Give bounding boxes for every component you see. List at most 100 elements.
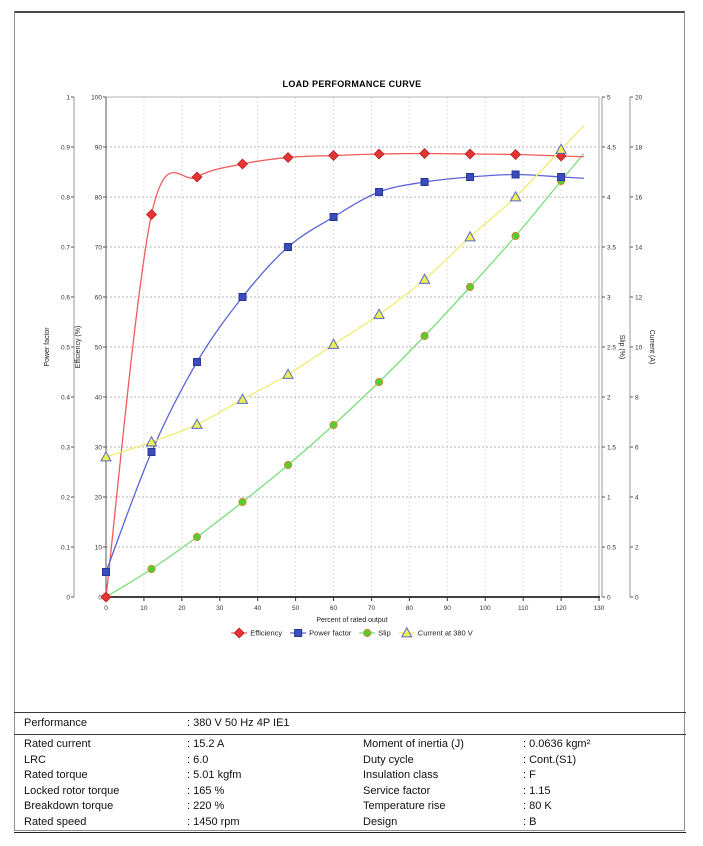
svg-text:2.5: 2.5: [607, 344, 616, 351]
svg-text:50: 50: [95, 344, 103, 351]
svg-text:90: 90: [95, 144, 103, 151]
svg-text:0.2: 0.2: [61, 494, 70, 501]
svg-text:50: 50: [292, 605, 300, 612]
svg-text:8: 8: [635, 394, 639, 401]
spec-label: Service factor: [363, 784, 431, 797]
svg-text:0: 0: [607, 594, 611, 601]
svg-text:16: 16: [635, 194, 643, 201]
current-axis-title: Current (A): [648, 330, 655, 365]
svg-text:0.1: 0.1: [61, 544, 70, 551]
spec-label: Design: [363, 815, 398, 828]
performance-row: Performance : 380 V 50 Hz 4P IE1: [14, 713, 686, 735]
spec-label: Rated speed: [24, 815, 87, 828]
svg-text:2: 2: [635, 544, 639, 551]
chart-title: LOAD PERFORMANCE CURVE: [283, 79, 422, 89]
svg-text:10: 10: [95, 544, 103, 551]
svg-text:1: 1: [66, 94, 70, 101]
svg-text:80: 80: [95, 194, 103, 201]
svg-text:110: 110: [518, 605, 529, 612]
svg-text:3.5: 3.5: [607, 244, 616, 251]
spec-label: Rated current: [24, 738, 91, 750]
svg-text:20: 20: [95, 494, 103, 501]
svg-text:0.5: 0.5: [61, 344, 70, 351]
spec-label: LRC: [24, 753, 47, 766]
svg-text:100: 100: [480, 605, 491, 612]
spec-value: : 5.01 kgfm: [187, 769, 242, 781]
legend-item: Slip: [359, 629, 391, 638]
spec-value: : Cont.(S1): [523, 753, 577, 766]
svg-text:18: 18: [635, 144, 643, 151]
chart-series: [100, 125, 585, 603]
x-axis-title: Percent of rated output: [316, 617, 387, 624]
svg-text:70: 70: [368, 605, 376, 612]
spec-value: : 80 K: [523, 800, 552, 812]
efficiency-axis-title: Efficiency (%): [75, 326, 82, 369]
spec-label: Rated torque: [24, 769, 88, 781]
svg-text:2: 2: [607, 394, 611, 401]
svg-text:0.5: 0.5: [607, 544, 616, 551]
svg-text:70: 70: [95, 244, 103, 251]
svg-text:4.5: 4.5: [607, 144, 616, 151]
spec-label: Temperature rise: [363, 800, 446, 812]
performance-value: : 380 V 50 Hz 4P IE1: [187, 717, 290, 729]
spec-value: : B: [523, 815, 537, 828]
series-power_factor: [102, 170, 584, 576]
svg-text:100: 100: [91, 94, 102, 101]
chart-gridlines: [106, 96, 599, 597]
svg-text:0: 0: [66, 594, 70, 601]
svg-text:40: 40: [254, 605, 262, 612]
svg-text:0.6: 0.6: [61, 294, 70, 301]
performance-label: Performance: [24, 717, 87, 729]
svg-text:40: 40: [95, 394, 103, 401]
chart-axes: 0 10 20 30 40 50 60 70 80 90 100 110 120 13000.10.20.…: [61, 94, 643, 612]
legend-item: Current at 380 V: [398, 626, 473, 638]
svg-text:4: 4: [635, 494, 639, 501]
svg-text:0: 0: [104, 605, 108, 612]
series-slip: [101, 153, 585, 602]
svg-text:10: 10: [140, 605, 148, 612]
svg-text:20: 20: [178, 605, 186, 612]
svg-text:0: 0: [98, 594, 102, 601]
svg-text:130: 130: [594, 605, 605, 612]
svg-text:12: 12: [635, 294, 643, 301]
spec-grid: Rated current : 15.2 A Moment of inertia…: [14, 735, 686, 832]
svg-text:0.8: 0.8: [61, 194, 70, 201]
svg-text:14: 14: [635, 244, 643, 251]
spec-value: : 15.2 A: [187, 738, 225, 750]
svg-text:0.4: 0.4: [61, 394, 70, 401]
svg-text:20: 20: [635, 94, 643, 101]
power-factor-axis-title: Power factor: [44, 327, 51, 367]
spec-label: Locked rotor torque: [24, 784, 120, 797]
svg-text:3: 3: [607, 294, 611, 301]
svg-text:0: 0: [635, 594, 639, 601]
svg-text:Current at 380 V: Current at 380 V: [418, 629, 473, 638]
spec-label: Duty cycle: [363, 753, 414, 766]
svg-text:30: 30: [95, 444, 103, 451]
spec-value: : 1.15: [523, 784, 551, 797]
spec-label: Breakdown torque: [24, 800, 114, 812]
svg-text:0.3: 0.3: [61, 444, 70, 451]
svg-text:1.5: 1.5: [607, 444, 616, 451]
load-performance-chart: 0 10 20 30 40 50 60 70 80 90 100 110 120 13000.10.20.…: [44, 79, 655, 639]
svg-text:Power factor: Power factor: [309, 629, 352, 638]
spec-value: : 0.0636 kgm²: [523, 738, 591, 750]
spec-value: : 220 %: [187, 800, 225, 812]
spec-value: : F: [523, 769, 536, 781]
slip-axis-title: Slip (%): [618, 335, 625, 360]
series-current: [100, 125, 585, 462]
spec-label: Moment of inertia (J): [363, 738, 464, 750]
chart-legend: Efficiency Power factor Slip Current at 380…: [231, 626, 473, 639]
legend-item: Power factor: [290, 629, 352, 638]
svg-text:90: 90: [444, 605, 452, 612]
svg-text:0.7: 0.7: [61, 244, 70, 251]
svg-text:10: 10: [635, 344, 643, 351]
svg-text:4: 4: [607, 194, 611, 201]
svg-text:6: 6: [635, 444, 639, 451]
spec-label: Insulation class: [363, 769, 439, 781]
svg-text:0.9: 0.9: [61, 144, 70, 151]
series-efficiency: [100, 147, 584, 603]
spec-value: : 1450 rpm: [187, 815, 240, 828]
spec-value: : 165 %: [187, 784, 225, 797]
legend-item: Efficiency: [231, 627, 282, 639]
